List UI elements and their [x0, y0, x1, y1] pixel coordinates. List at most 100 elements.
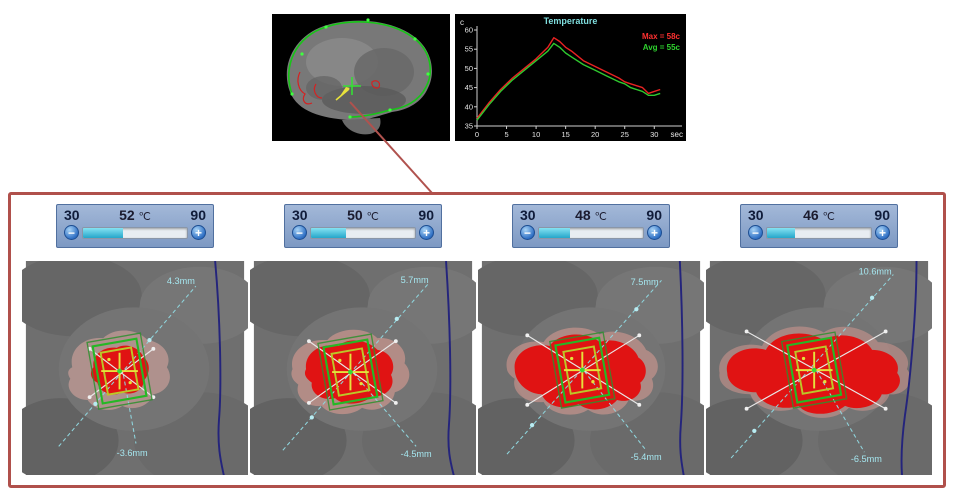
svg-text:Temperature: Temperature — [544, 16, 598, 26]
slider-value-number: 52 — [119, 207, 135, 223]
decrease-temperature-button[interactable]: − — [292, 225, 307, 240]
measurement-label-bottom: -5.4mm — [631, 452, 662, 462]
slider-value: 46 ℃ — [803, 207, 835, 223]
svg-text:0: 0 — [475, 130, 479, 139]
slider-value-unit: ℃ — [138, 211, 151, 223]
svg-text:c: c — [460, 18, 464, 27]
target-roi-rectangles[interactable] — [86, 331, 153, 410]
slider-max-label: 90 — [190, 207, 206, 223]
target-roi-rectangles[interactable] — [780, 331, 848, 409]
target-crosshair-marker — [335, 77, 361, 101]
slider-labels: 30 46 ℃ 90 — [748, 207, 890, 223]
red-contours — [297, 71, 381, 105]
increase-temperature-button[interactable]: + — [419, 225, 434, 240]
treatment-panel: 30 52 ℃ 90 − + — [8, 192, 946, 488]
slider-labels: 30 50 ℃ 90 — [292, 207, 434, 223]
temperature-slider-4[interactable]: 30 46 ℃ 90 − + — [740, 204, 898, 248]
ablation-view-3[interactable]: 7.5mm -5.4mm — [478, 260, 704, 475]
target-roi-rectangles[interactable] — [317, 332, 384, 411]
svg-text:55: 55 — [465, 45, 473, 54]
measurement-handles[interactable] — [309, 316, 399, 420]
slider-value: 48 ℃ — [575, 207, 607, 223]
svg-text:25: 25 — [621, 130, 629, 139]
measurement-handles[interactable] — [529, 306, 639, 427]
svg-text:5: 5 — [504, 130, 508, 139]
svg-text:30: 30 — [650, 130, 658, 139]
svg-text:15: 15 — [561, 130, 569, 139]
measurement-line[interactable] — [58, 285, 197, 447]
slider-value: 50 ℃ — [347, 207, 379, 223]
svg-text:45: 45 — [465, 83, 473, 92]
slider-value: 52 ℃ — [119, 207, 151, 223]
ablation-view-1[interactable]: 4.3mm -3.6mm — [22, 260, 248, 475]
vessel-contour — [900, 260, 918, 475]
decrease-temperature-button[interactable]: − — [64, 225, 79, 240]
svg-text:40: 40 — [465, 102, 473, 111]
increase-temperature-button[interactable]: + — [191, 225, 206, 240]
ablation-view-2[interactable]: 5.7mm -4.5mm — [250, 260, 476, 475]
decrease-temperature-button[interactable]: − — [520, 225, 535, 240]
slider-min-label: 30 — [748, 207, 764, 223]
svg-text:35: 35 — [465, 122, 473, 131]
measurement-label-top: 10.6mm — [859, 266, 892, 276]
slider-max-label: 90 — [646, 207, 662, 223]
svg-text:Avg = 55c: Avg = 55c — [643, 43, 681, 52]
measurement-label-top: 7.5mm — [631, 277, 659, 287]
treatment-column-4: 30 46 ℃ 90 − + — [706, 204, 932, 475]
measurement-line[interactable] — [506, 279, 662, 455]
svg-text:50: 50 — [465, 64, 473, 73]
treatment-column-3: 30 48 ℃ 90 − + — [478, 204, 704, 475]
slider-fill — [83, 227, 123, 238]
measurement-label-bottom: -4.5mm — [401, 449, 432, 459]
target-roi-rectangles[interactable] — [549, 331, 616, 409]
slider-min-label: 30 — [520, 207, 536, 223]
measurement-label-bottom: -6.5mm — [851, 453, 882, 463]
svg-text:20: 20 — [591, 130, 599, 139]
temperature-slider-2[interactable]: 30 50 ℃ 90 − + — [284, 204, 442, 248]
slider-fill — [311, 227, 347, 238]
slider-max-label: 90 — [874, 207, 890, 223]
slider-track[interactable] — [82, 226, 188, 239]
measurement-label-top: 5.7mm — [401, 275, 429, 285]
measurement-label-bottom: -3.6mm — [117, 448, 148, 458]
vessel-contour — [214, 260, 225, 475]
slider-labels: 30 48 ℃ 90 — [520, 207, 662, 223]
slider-value-number: 50 — [347, 207, 363, 223]
svg-text:sec: sec — [671, 130, 683, 139]
slider-track[interactable] — [766, 226, 872, 239]
vessel-contour — [678, 260, 685, 475]
slider-min-label: 30 — [64, 207, 80, 223]
ablation-view-4[interactable]: 10.6mm -6.5mm — [706, 260, 932, 475]
slider-max-label: 90 — [418, 207, 434, 223]
treatment-column-1: 30 52 ℃ 90 − + — [22, 204, 248, 475]
overview-row: 35 40 45 50 55 60 0 5 10 15 20 25 30 Temperature c sec M… — [272, 14, 686, 141]
measurement-line[interactable] — [730, 273, 894, 458]
slider-value-unit: ℃ — [366, 211, 379, 223]
decrease-temperature-button[interactable]: − — [748, 225, 763, 240]
measurement-label-top: 4.3mm — [167, 276, 195, 286]
slider-value-unit: ℃ — [822, 211, 835, 223]
slider-value-number: 48 — [575, 207, 591, 223]
mri-thumbnail — [272, 14, 450, 141]
measurement-handles[interactable] — [93, 337, 152, 406]
temperature-chart: 35 40 45 50 55 60 0 5 10 15 20 25 30 Temperature c sec M… — [455, 14, 686, 141]
svg-text:10: 10 — [532, 130, 540, 139]
slider-fill — [539, 227, 571, 238]
tile-background — [250, 260, 476, 475]
slider-track[interactable] — [538, 226, 644, 239]
treatment-column-2: 30 50 ℃ 90 − + — [250, 204, 476, 475]
slider-labels: 30 52 ℃ 90 — [64, 207, 206, 223]
slider-fill — [767, 227, 796, 238]
increase-temperature-button[interactable]: + — [647, 225, 662, 240]
slider-min-label: 30 — [292, 207, 308, 223]
slider-value-unit: ℃ — [594, 211, 607, 223]
slider-track[interactable] — [310, 226, 416, 239]
measurement-handles[interactable] — [752, 295, 875, 433]
measurement-line[interactable] — [282, 281, 431, 451]
temperature-slider-3[interactable]: 30 48 ℃ 90 − + — [512, 204, 670, 248]
increase-temperature-button[interactable]: + — [875, 225, 890, 240]
slider-value-number: 46 — [803, 207, 819, 223]
svg-text:60: 60 — [465, 26, 473, 35]
temperature-slider-1[interactable]: 30 52 ℃ 90 − + — [56, 204, 214, 248]
